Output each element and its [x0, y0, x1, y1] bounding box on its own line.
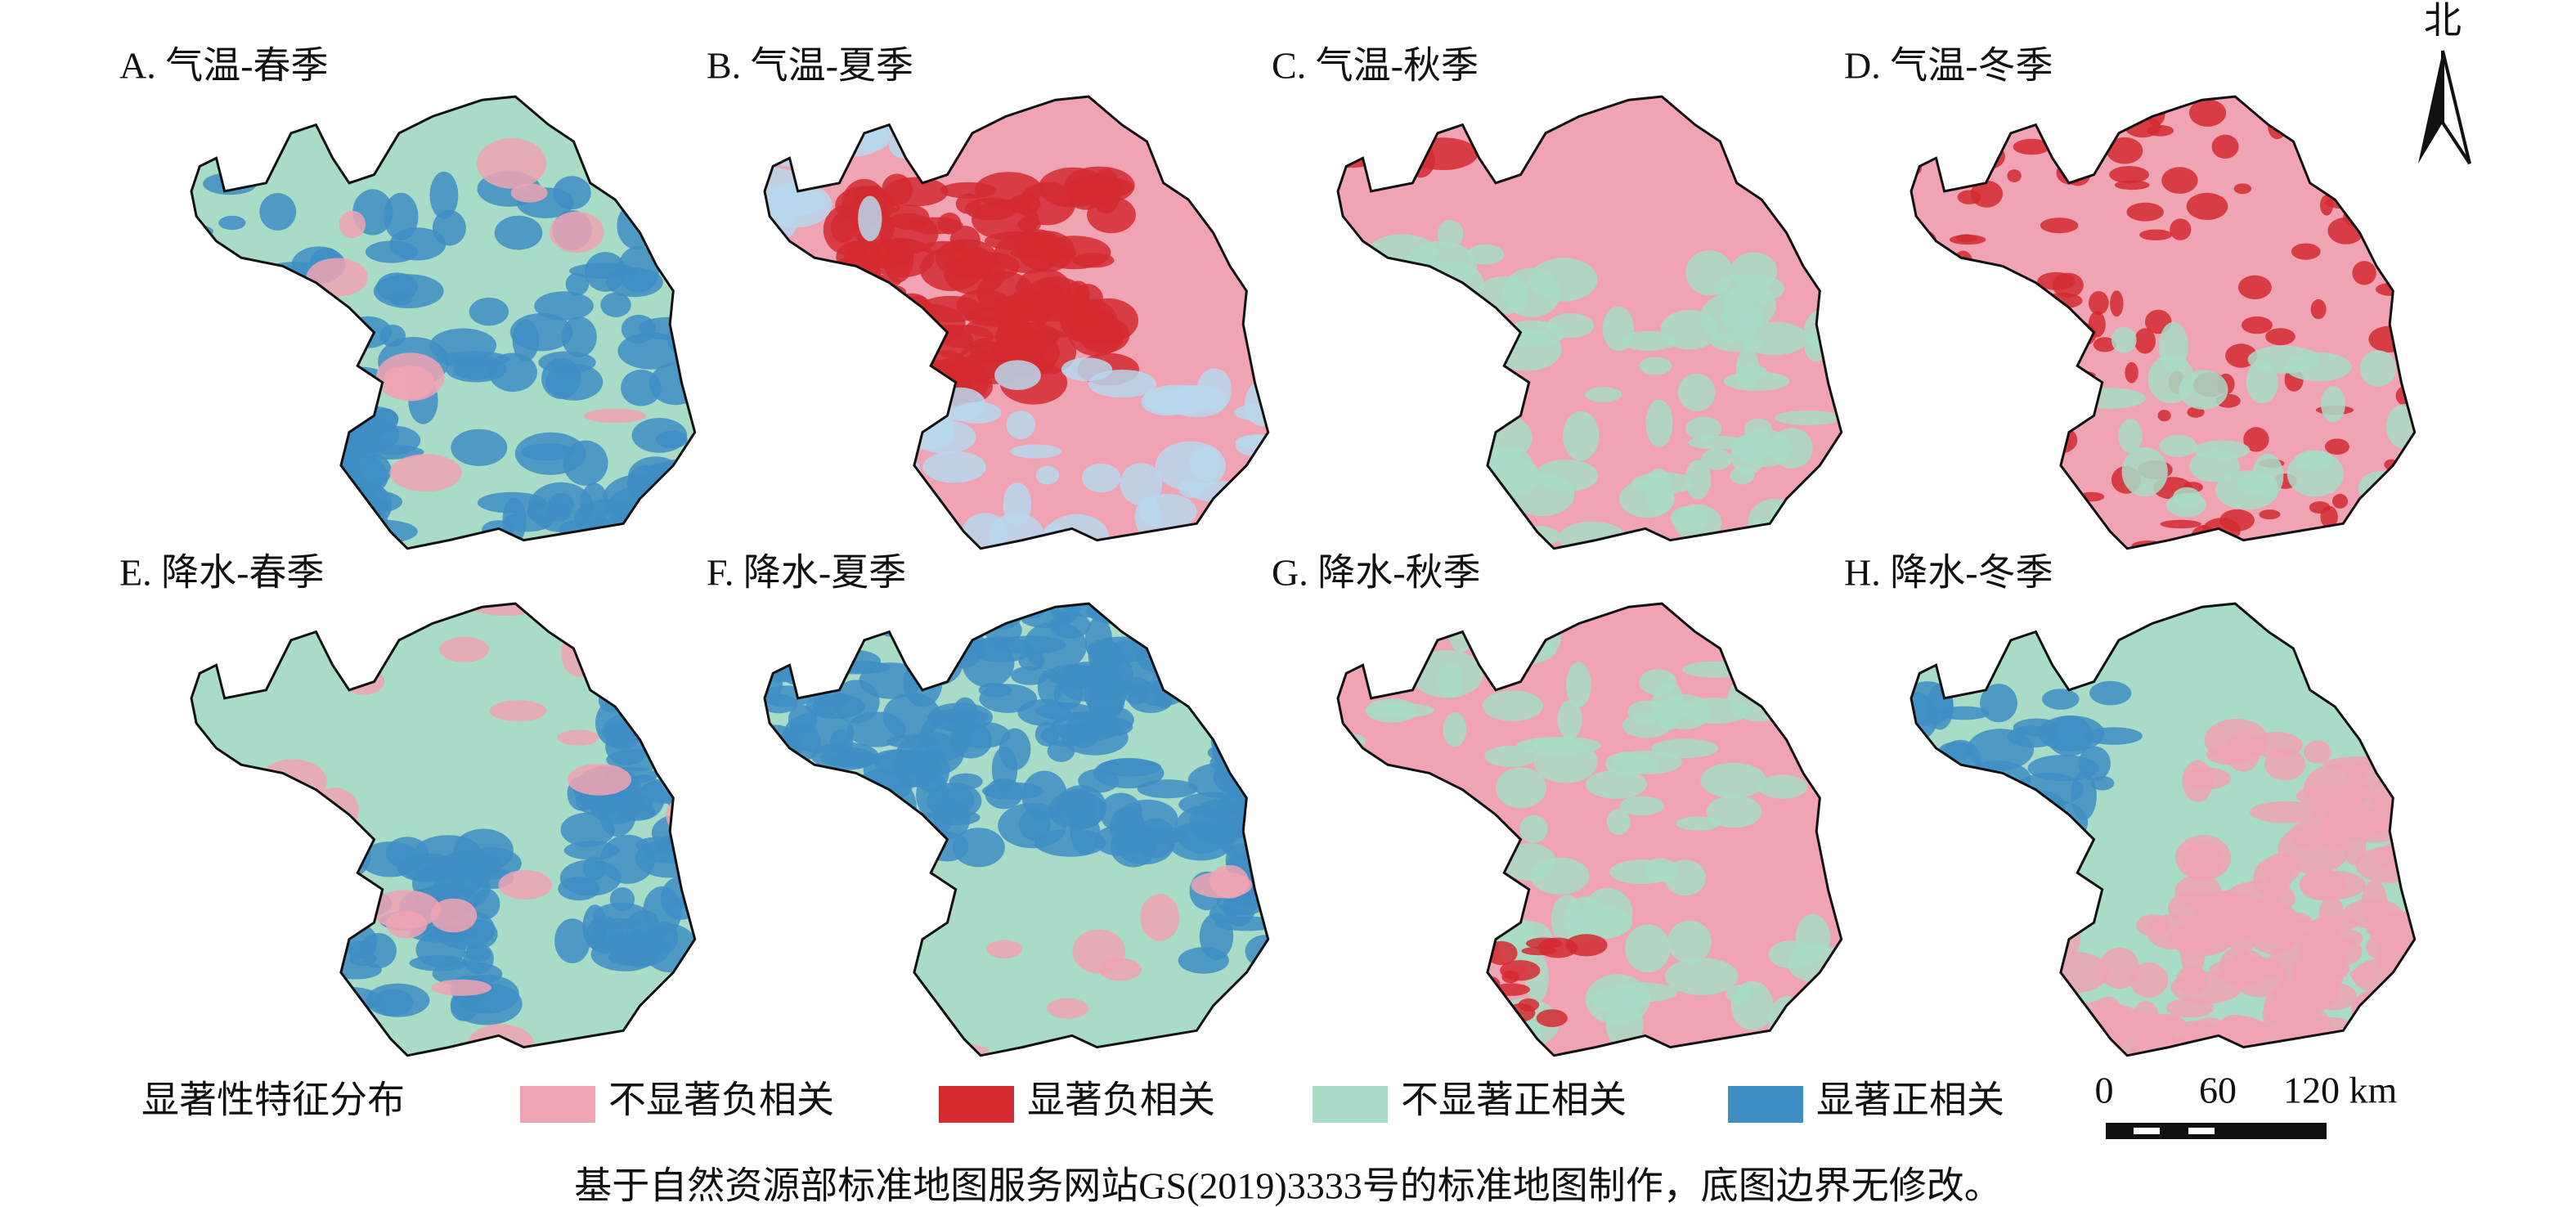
map-outline: [763, 602, 1270, 1057]
legend-swatch: [1313, 1086, 1388, 1123]
legend-swatch: [520, 1086, 595, 1123]
legend-label: 显著负相关: [1027, 1079, 1215, 1121]
panel-label: H. 降水-冬季: [1844, 552, 2053, 594]
map-outline: [190, 95, 697, 550]
map-panel: [190, 95, 697, 550]
legend-label: 不显著负相关: [608, 1079, 834, 1121]
legend-swatch: [939, 1086, 1014, 1123]
north-label: 北: [2424, 0, 2462, 42]
map-panel: [190, 602, 697, 1057]
map-panel: [1336, 602, 1843, 1057]
map-outline: [763, 95, 1270, 550]
panel-label: B. 气温-夏季: [707, 45, 913, 87]
legend-label: 不显著正相关: [1401, 1079, 1627, 1121]
map-panel: [1910, 95, 2417, 550]
map-panel: [763, 602, 1270, 1057]
map-outline: [1336, 95, 1843, 550]
map-panel: [763, 95, 1270, 550]
legend-label: 显著正相关: [1816, 1079, 2004, 1121]
map-outline: [1336, 602, 1843, 1057]
scale-label: 60: [2199, 1070, 2237, 1111]
footnote: 基于自然资源部标准地图服务网站GS(2019)3333号的标准地图制作，底图边界…: [574, 1165, 2001, 1207]
legend-swatch: [1728, 1086, 1803, 1123]
legend: 不显著负相关 显著负相关 不显著正相关 显著正相关: [520, 1079, 2004, 1123]
north-arrow: [2418, 50, 2471, 165]
scale-bar: 0 60 120 km: [2095, 1070, 2398, 1139]
panel-label: G. 降水-秋季: [1272, 552, 1481, 594]
legend-title: 显著性特征分布: [141, 1079, 405, 1121]
map-outline: [1910, 95, 2417, 550]
map-panel: [1336, 95, 1843, 550]
panel-label: E. 降水-春季: [119, 552, 324, 594]
panel-label: C. 气温-秋季: [1272, 45, 1479, 87]
panel-label: F. 降水-夏季: [707, 552, 906, 594]
panel-label: A. 气温-春季: [119, 45, 329, 87]
scale-label: 0: [2095, 1070, 2114, 1111]
scale-label: 120 km: [2283, 1070, 2398, 1111]
map-outline: [1910, 602, 2417, 1057]
map-outline: [190, 602, 697, 1057]
map-panel: [1910, 602, 2417, 1057]
panel-label: D. 气温-冬季: [1844, 45, 2053, 87]
